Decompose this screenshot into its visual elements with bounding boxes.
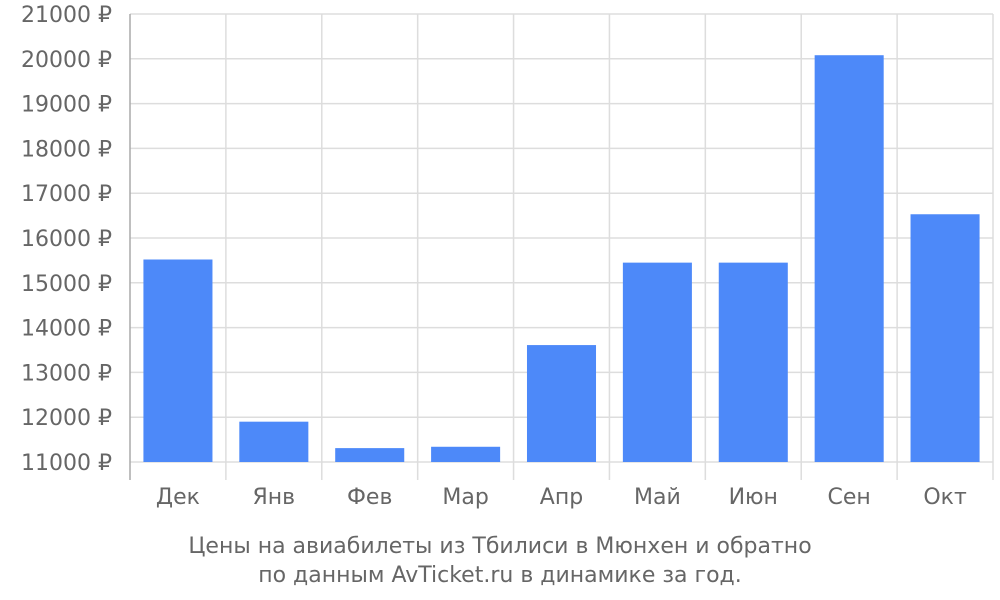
x-tick-label: Сен <box>828 485 871 510</box>
y-tick-label: 13000 ₽ <box>21 361 112 386</box>
x-tick-label: Июн <box>729 485 778 510</box>
y-tick-label: 19000 ₽ <box>21 93 112 118</box>
y-tick-label: 14000 ₽ <box>21 317 112 342</box>
x-tick-labels: Дек Янв Фев Мар Апр Май Июн Сен Окт <box>156 485 967 510</box>
bar-2 <box>239 421 309 462</box>
y-tick-label: 11000 ₽ <box>21 451 112 476</box>
x-tick-label: Янв <box>253 485 296 510</box>
bar-6 <box>622 262 692 462</box>
x-tick-label: Апр <box>540 485 583 510</box>
x-tick-label: Мар <box>442 485 488 510</box>
bars <box>143 55 980 462</box>
bar-1 <box>143 259 213 462</box>
x-tick-label: Фев <box>347 485 392 510</box>
x-tick-label: Май <box>634 485 681 510</box>
y-tick-label: 17000 ₽ <box>21 182 112 207</box>
y-tick-label: 20000 ₽ <box>21 48 112 73</box>
bar-5 <box>526 345 597 462</box>
y-tick-label: 18000 ₽ <box>21 137 112 162</box>
bar-9 <box>910 214 980 462</box>
chart-caption-line-1: Цены на авиабилеты из Тбилиси в Мюнхен и… <box>188 534 812 559</box>
y-tick-label: 15000 ₽ <box>21 272 112 297</box>
y-tick-labels: 11000 ₽ 12000 ₽ 13000 ₽ 14000 ₽ 15000 ₽ 16000… <box>21 3 112 476</box>
bar-4 <box>431 446 501 462</box>
bar-8 <box>814 55 884 462</box>
bar-3 <box>335 448 405 462</box>
y-tick-label: 12000 ₽ <box>21 406 112 431</box>
x-tick-label: Дек <box>156 485 200 510</box>
y-tick-label: 16000 ₽ <box>21 227 112 252</box>
x-tick-label: Окт <box>923 485 967 510</box>
y-tick-label: 21000 ₽ <box>21 3 112 28</box>
price-bar-chart: 11000 ₽ 12000 ₽ 13000 ₽ 14000 ₽ 15000 ₽ 16000… <box>21 3 994 510</box>
chart-caption-line-2: по данным AvTicket.ru в динамике за год. <box>258 563 742 588</box>
bar-7 <box>718 262 788 462</box>
grid-lines <box>130 13 994 480</box>
